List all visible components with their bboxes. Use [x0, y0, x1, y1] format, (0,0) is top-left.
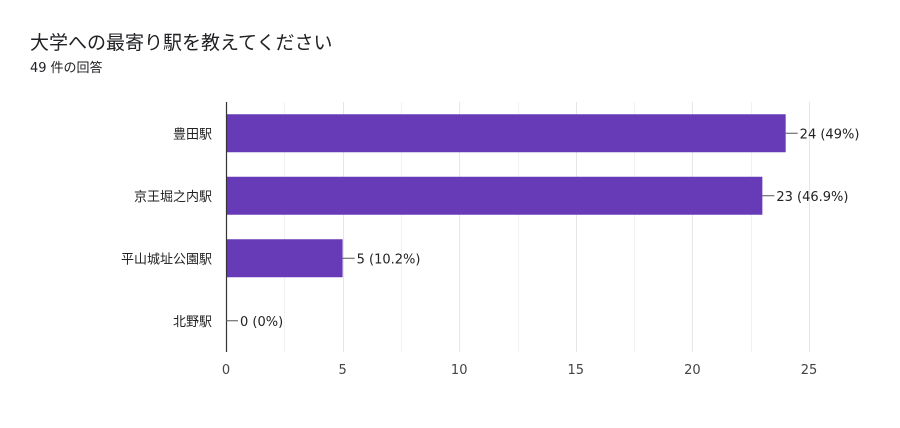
axis-layer: 0 5 10 15 20 25	[222, 102, 817, 378]
category-label: 北野駅	[173, 315, 212, 330]
data-label: 5 (10.2%)	[357, 252, 421, 267]
data-label: 24 (49%)	[800, 127, 860, 142]
response-count: 49 件の回答	[30, 60, 103, 78]
x-tick-label: 10	[451, 363, 468, 378]
x-tick-label: 5	[338, 363, 346, 378]
x-tick-label: 0	[222, 363, 230, 378]
data-label: 0 (0%)	[240, 315, 283, 330]
x-tick-label: 25	[801, 363, 818, 378]
category-label: 京王堀之内駅	[134, 189, 212, 205]
category-label: 豊田駅	[173, 127, 212, 142]
bar	[226, 239, 343, 278]
bar	[226, 114, 786, 153]
data-label: 23 (46.9%)	[776, 190, 848, 205]
category-label: 平山城址公園駅	[121, 252, 212, 267]
x-tick-label: 20	[684, 363, 701, 378]
label-layer: 豊田駅 24 (49%) 京王堀之内駅 23 (46.9%) 平山城址公園駅 5 (10.…	[121, 127, 859, 330]
question-title: 大学への最寄り駅を教えてください	[30, 32, 333, 54]
response-count-suffix: 件の回答	[50, 61, 103, 76]
response-count-number: 49	[30, 61, 47, 76]
bar-layer	[226, 114, 786, 278]
bar	[226, 176, 763, 215]
x-tick-label: 15	[568, 363, 585, 378]
